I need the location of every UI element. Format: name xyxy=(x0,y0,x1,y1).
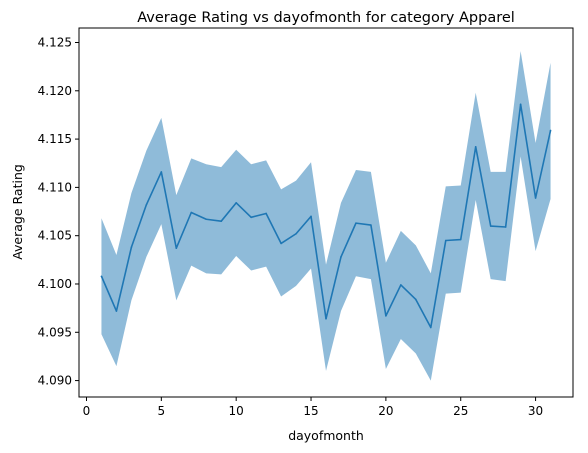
x-axis-label: dayofmonth xyxy=(288,428,364,443)
data-point xyxy=(115,310,118,312)
y-tick-label: 4.120 xyxy=(38,84,72,98)
data-point xyxy=(534,197,537,199)
data-point-layer xyxy=(100,103,552,329)
x-tick-label: 30 xyxy=(528,404,543,418)
axes-frame xyxy=(78,27,574,398)
data-point xyxy=(220,220,223,222)
data-point xyxy=(474,146,477,148)
confidence-band-layer xyxy=(101,51,551,381)
data-point xyxy=(459,238,462,241)
data-point xyxy=(190,211,193,214)
y-tick-label: 4.110 xyxy=(38,180,72,194)
data-point xyxy=(205,218,208,221)
y-tick-label: 4.100 xyxy=(38,277,72,291)
x-tick-label: 10 xyxy=(229,404,244,418)
data-point xyxy=(355,222,357,224)
y-tick-label: 4.115 xyxy=(38,132,72,146)
data-point xyxy=(385,315,387,317)
data-point xyxy=(340,256,342,258)
data-point xyxy=(130,246,133,249)
y-axis-label: Average Rating xyxy=(10,164,25,260)
y-tick-label: 4.090 xyxy=(38,374,72,388)
data-point xyxy=(145,203,148,206)
data-point xyxy=(370,224,372,226)
data-point xyxy=(444,239,447,242)
x-tick-label: 25 xyxy=(453,404,468,418)
data-point xyxy=(295,232,297,235)
y-tick-label: 4.125 xyxy=(38,35,72,49)
data-point xyxy=(235,202,237,204)
data-point xyxy=(265,212,267,215)
x-axis-ticks: 0 5 10 15 20 25 30 xyxy=(83,397,543,418)
plot-area xyxy=(100,51,552,381)
y-axis-ticks: 4.090 4.095 4.100 4.105 4.110 4.115 4.120 4.125 xyxy=(38,35,79,388)
data-point xyxy=(415,298,417,301)
confidence-band xyxy=(101,51,551,381)
x-tick-label: 15 xyxy=(303,404,318,418)
chart-title: Average Rating vs dayofmonth for categor… xyxy=(137,10,515,26)
data-point xyxy=(160,171,163,173)
data-point xyxy=(175,247,178,250)
x-tick-label: 0 xyxy=(83,404,91,418)
data-point xyxy=(549,129,552,132)
data-point xyxy=(310,215,312,218)
data-point xyxy=(325,317,327,320)
data-point xyxy=(504,226,507,228)
y-tick-label: 4.095 xyxy=(38,325,72,339)
data-point xyxy=(489,225,492,227)
x-tick-label: 20 xyxy=(378,404,393,418)
data-point xyxy=(250,216,252,219)
x-tick-label: 5 xyxy=(158,404,166,418)
y-tick-label: 4.105 xyxy=(38,229,72,243)
data-point xyxy=(400,284,402,286)
data-point xyxy=(100,275,103,278)
data-point xyxy=(429,326,432,329)
data-point xyxy=(519,103,522,106)
data-point xyxy=(280,242,282,245)
